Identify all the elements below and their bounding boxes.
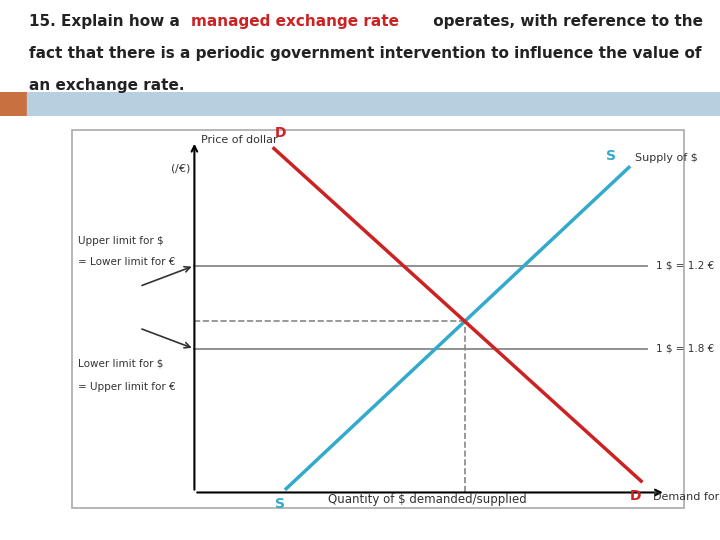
Text: ($/$€): ($/$€) (170, 162, 191, 175)
Text: Demand for $: Demand for $ (654, 491, 720, 501)
Bar (0, 92, 27, 116)
Text: Quantity of $ demanded/supplied: Quantity of $ demanded/supplied (328, 492, 526, 505)
Text: 15. Explain how a: 15. Explain how a (29, 14, 185, 29)
Text: S: S (606, 149, 616, 163)
Text: Upper limit for $: Upper limit for $ (78, 236, 163, 246)
Text: D: D (629, 489, 641, 503)
Text: fact that there is a periodic government intervention to influence the value of: fact that there is a periodic government… (29, 46, 701, 61)
Text: S: S (275, 497, 285, 511)
Text: Lower limit for $: Lower limit for $ (78, 359, 163, 369)
Text: = Lower limit for €: = Lower limit for € (78, 257, 176, 267)
Text: managed exchange rate: managed exchange rate (191, 14, 399, 29)
Text: = Upper limit for €: = Upper limit for € (78, 382, 176, 392)
Text: 1 $ = 1.2 €: 1 $ = 1.2 € (657, 261, 715, 271)
Text: 1 $ = 1.8 €: 1 $ = 1.8 € (657, 344, 715, 354)
Text: operates, with reference to the: operates, with reference to the (428, 14, 703, 29)
Text: an exchange rate.: an exchange rate. (29, 78, 184, 93)
Text: Price of dollar: Price of dollar (200, 136, 277, 145)
Text: Supply of $: Supply of $ (635, 153, 698, 163)
Text: D: D (274, 126, 286, 140)
